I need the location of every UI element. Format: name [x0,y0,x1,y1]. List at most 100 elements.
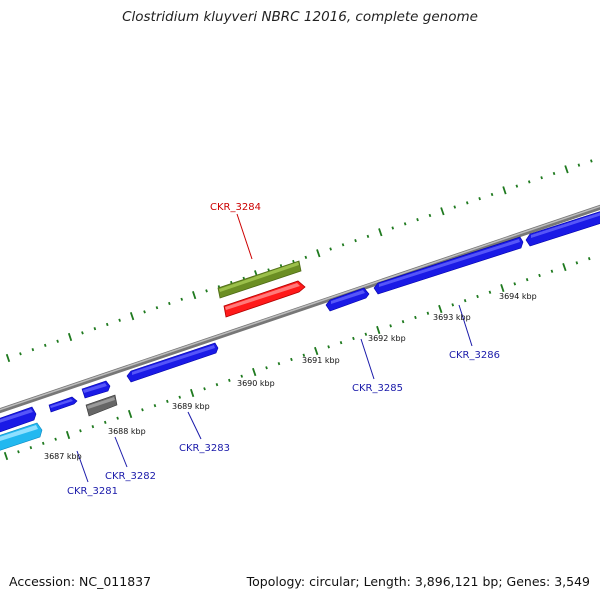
gene-label-ckr-3283[interactable]: CKR_3283 [179,443,230,454]
bottom-track-minor-tick [91,425,95,429]
bottom-track-minor-tick [178,395,182,399]
bottom-track-major-tick [3,451,9,461]
top-track-minor-tick [465,201,469,205]
top-track-minor-tick [515,184,519,188]
top-track-minor-tick [552,171,556,176]
top-track-minor-tick [155,306,159,310]
bottom-track-minor-tick [277,362,281,366]
bottom-track-minor-tick [17,450,20,454]
top-track-minor-tick [19,352,22,356]
bottom-track-minor-tick [166,399,169,403]
top-track-minor-tick [105,322,109,327]
bottom-track-minor-tick [401,320,405,324]
bottom-track-minor-tick [339,341,343,345]
gene-ckr-3284-shine [225,283,300,310]
bottom-track-minor-tick [116,416,119,420]
bottom-track-major-tick [562,263,567,272]
bottom-track-major-tick [127,409,133,419]
top-track-minor-tick [341,243,345,247]
bottom-track-minor-tick [476,294,479,299]
top-track-minor-tick [366,234,370,238]
gene-pseudo-shine [87,397,115,409]
top-track-major-tick [5,353,11,363]
top-track-minor-tick [391,226,395,230]
top-track-minor-tick [453,205,457,209]
bottom-track-minor-tick [29,446,33,450]
bottom-track-minor-tick [265,366,268,370]
gene-label-ckr-3284[interactable]: CKR_3284 [210,202,261,213]
genome-backbone [0,204,600,414]
scale-label-3693: 3693 kbp [433,313,471,322]
bottom-track-major-tick [190,388,195,398]
bottom-track-minor-tick [538,273,541,278]
gene-label-leaders [76,213,473,483]
bottom-track-minor-tick [79,429,82,433]
top-track-major-tick [564,165,569,174]
bottom-track-minor-tick [364,332,368,336]
bottom-track-major-tick [252,367,257,377]
top-track-major-tick [129,312,135,321]
bottom-track-minor-tick [426,311,430,315]
bottom-track-minor-tick [240,374,244,378]
bottom-track-minor-tick [352,336,355,341]
top-track-minor-tick [527,180,531,184]
bottom-track-minor-tick [153,404,157,408]
top-track-minor-tick [329,247,332,251]
gene-ckr-3284-highlight-shine [219,262,299,292]
top-track-minor-tick [31,348,35,352]
bottom-track-major-tick [314,346,319,356]
bottom-track-minor-tick [463,299,467,303]
scale-label-3690: 3690 kbp [237,379,275,388]
bottom-track-minor-tick [54,437,57,441]
bottom-track-minor-tick [215,383,219,387]
gene-cds-shine [0,212,600,423]
top-track-minor-tick [205,289,208,293]
top-track-minor-tick [478,197,481,201]
top-track-minor-tick [304,255,308,259]
bottom-track-minor-tick [587,257,591,261]
bottom-track-minor-tick [103,420,107,424]
bottom-track-minor-tick [525,278,529,282]
top-track-minor-tick [180,297,184,301]
bottom-track-minor-tick [203,387,206,391]
bottom-track-minor-tick [302,353,306,357]
top-track-minor-tick [93,327,97,331]
accession-label: Accession: NC_011837 [9,574,152,589]
bottom-track-minor-tick [41,441,45,445]
bottom-track-minor-tick [290,357,293,362]
gene-label-ckr-3285[interactable]: CKR_3285 [352,383,403,394]
top-track-minor-tick [168,301,171,306]
scale-label-3689: 3689 kbp [172,402,210,411]
top-track-minor-tick [143,310,146,314]
gene-label-ckr-3286[interactable]: CKR_3286 [449,350,500,361]
top-track-minor-tick [43,343,47,347]
top-track-minor-tick [56,339,59,343]
gene-cds-1[interactable] [48,396,78,413]
top-track-major-tick [316,249,321,258]
top-track-major-tick [378,228,383,237]
bottom-track-major-tick [438,304,443,314]
gene-rna-shine [0,425,38,442]
gene-label-ckr-3281[interactable]: CKR_3281 [67,486,118,497]
genome-summary: Topology: circular; Length: 3,896,121 bp… [246,574,590,589]
top-track-minor-tick [118,318,121,322]
top-track-minor-tick [428,213,432,218]
bottom-track-major-tick [65,430,71,440]
top-track-minor-tick [354,239,357,243]
bottom-tick-track [3,257,591,461]
bottom-track-minor-tick [575,261,579,265]
top-track-minor-tick [540,176,543,180]
bottom-track-minor-tick [513,282,517,286]
top-track-minor-tick [416,218,419,222]
bottom-track-minor-tick [389,324,392,328]
bottom-track-major-tick [500,284,505,293]
gene-track [0,211,600,451]
bottom-track-minor-tick [550,269,554,273]
bottom-track-major-tick [376,325,381,335]
top-track-minor-tick [490,192,494,197]
bottom-track-minor-tick [414,315,417,320]
top-track-minor-tick [403,222,407,226]
gene-label-ckr-3282[interactable]: CKR_3282 [105,471,156,482]
bottom-track-minor-tick [451,303,455,307]
